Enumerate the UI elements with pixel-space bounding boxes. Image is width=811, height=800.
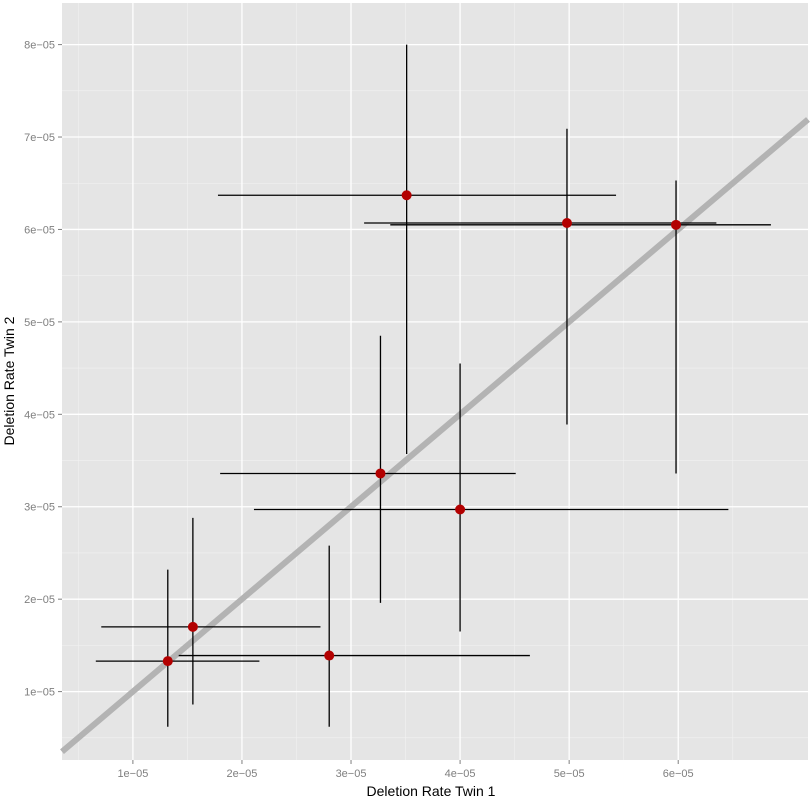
x-tick-label: 2e−05 <box>227 768 258 780</box>
y-axis-ticks: 1e−05 2e−05 3e−05 4e−05 5e−05 6e−05 7e−05 8e−05 <box>24 40 62 699</box>
data-point <box>375 468 386 479</box>
data-point <box>187 621 198 632</box>
x-tick-label: 4e−05 <box>445 768 476 780</box>
data-point <box>671 219 682 230</box>
y-tick-label: 3e−05 <box>24 502 55 514</box>
y-axis-title: Deletion Rate Twin 2 <box>1 316 17 445</box>
data-points <box>162 190 682 667</box>
x-tick-label: 5e−05 <box>554 768 585 780</box>
plot-panel <box>62 3 808 760</box>
x-tick-label: 1e−05 <box>117 768 148 780</box>
y-tick-label: 4e−05 <box>24 409 55 421</box>
major-gridlines <box>62 3 808 760</box>
data-point <box>561 217 572 228</box>
x-tick-label: 3e−05 <box>336 768 367 780</box>
y-tick-label: 5e−05 <box>24 317 55 329</box>
data-point <box>162 656 173 667</box>
data-point <box>324 650 335 661</box>
x-axis-ticks: 1e−05 2e−05 3e−05 4e−05 5e−05 6e−05 <box>117 760 694 780</box>
x-axis-title: Deletion Rate Twin 1 <box>367 783 496 799</box>
x-tick-label: 6e−05 <box>663 768 694 780</box>
y-tick-label: 6e−05 <box>24 224 55 236</box>
minor-gridlines <box>62 3 808 760</box>
y-tick-label: 1e−05 <box>24 687 55 699</box>
data-point <box>401 190 412 201</box>
y-tick-label: 2e−05 <box>24 594 55 606</box>
data-point <box>455 504 466 515</box>
y-tick-label: 7e−05 <box>24 132 55 144</box>
y-tick-label: 8e−05 <box>24 40 55 52</box>
